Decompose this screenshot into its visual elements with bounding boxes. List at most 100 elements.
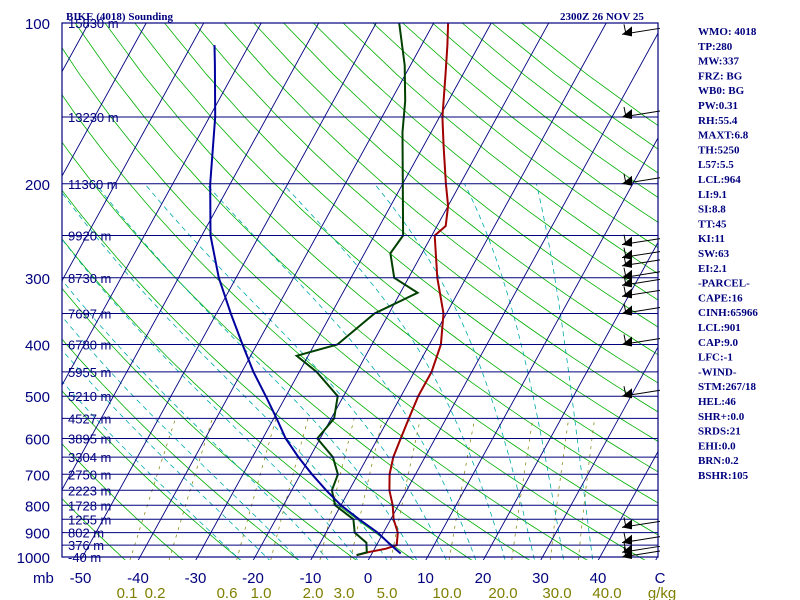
temperature-tick-label: 20 [475, 570, 492, 587]
isotherm [137, 23, 435, 560]
dry-adiabat [62, 390, 242, 560]
pressure-unit-label: mb [33, 570, 54, 587]
wind-barb-feather [623, 255, 627, 266]
index-line: HEL:46 [698, 396, 736, 408]
mixing-ratio-label: 3.0 [334, 585, 355, 600]
mixing-ratio-label: 0.1 [117, 585, 138, 600]
height-label: 1728 m [68, 498, 111, 513]
dry-adiabat [62, 189, 473, 560]
mixing-ratio-label: 0.6 [217, 585, 238, 600]
mixing-ratio-line [577, 418, 595, 560]
index-line: FRZ: BG [698, 70, 743, 82]
pressure-tick-label: 400 [25, 338, 50, 355]
wind-barb-feather [623, 532, 627, 543]
index-line: -WIND- [698, 366, 737, 378]
stability-indices: WMO: 4018 TP:280 MW:337 FRZ: BG WB0: BG PW:0.… [698, 26, 758, 482]
isotherm [195, 23, 492, 560]
wind-barb-flag [622, 175, 632, 186]
height-label: 13230 m [68, 110, 119, 125]
index-line: MW:337 [698, 56, 739, 68]
temperature-tick-label: 10 [417, 570, 434, 587]
height-label: 802 m [68, 526, 104, 541]
pressure-tick-label: 800 [25, 498, 50, 515]
temperature-tick-label: -40 [127, 570, 149, 587]
moist-adiabat [205, 183, 477, 560]
moist-adiabat [62, 380, 241, 560]
plot-frame [61, 22, 659, 558]
wind-barb-flag [622, 109, 632, 120]
temperature-tick-label: -30 [185, 570, 207, 587]
isotherm [597, 450, 658, 560]
temperature-unit-label: C [655, 570, 666, 587]
temperature-tick-label: -50 [70, 570, 92, 587]
index-line: BSHR:105 [698, 470, 749, 482]
mixing-ratio-label: 10.0 [432, 585, 461, 600]
isotherm [540, 346, 658, 560]
height-label: 6780 m [68, 338, 111, 353]
mixing-ratio-label: 5.0 [377, 585, 398, 600]
index-line: CAPE:16 [698, 292, 743, 304]
axis-labels: 15830 m 13230 m 11360 m 9920 m 8730 m 7697 m 6… [17, 16, 677, 600]
wind-barb-flag [622, 305, 632, 316]
dry-adiabat [253, 23, 658, 356]
index-line: EHI:0.0 [698, 440, 736, 452]
moist-adiabat [62, 279, 329, 560]
isotherm [62, 23, 262, 387]
dry-adiabat [342, 23, 658, 275]
pressure-tick-label: 200 [25, 177, 50, 194]
height-label: 2223 m [68, 483, 111, 498]
dry-adiabat [491, 23, 658, 150]
mixing-ratio-line [448, 418, 476, 560]
index-line: -PARCEL- [698, 278, 750, 290]
dry-adiabat [62, 497, 126, 560]
pressure-tick-label: 1000 [17, 550, 50, 567]
height-label: 2750 m [68, 467, 111, 482]
dry-adiabat [62, 443, 184, 560]
wind-barb-flag [622, 257, 632, 268]
moist-adiabat [62, 315, 300, 560]
isotherm [367, 32, 658, 560]
dry-adiabat [62, 141, 530, 560]
index-line: SRDS:21 [698, 426, 741, 438]
moist-adiabat [144, 183, 447, 560]
pressure-tick-label: 900 [25, 526, 50, 543]
wind-barb-feather [623, 173, 627, 184]
pressure-tick-label: 500 [25, 389, 50, 406]
temperature-tick-label: 30 [532, 570, 549, 587]
index-line: LI:9.1 [698, 189, 727, 201]
index-line: TH:5250 [698, 144, 740, 156]
dry-adiabat [283, 23, 658, 328]
wind-barb-flag [622, 277, 632, 288]
height-label: 376 m [68, 538, 104, 553]
index-line: SHR+:0.0 [698, 411, 745, 423]
dry-adiabat [193, 23, 658, 413]
wind-barb-flag [622, 288, 632, 299]
mixing-ratio-line [511, 418, 534, 560]
pressure-tick-label: 300 [25, 271, 50, 288]
isotherm [62, 23, 147, 178]
sounding-series [209, 23, 450, 557]
moist-adiabat [62, 191, 388, 560]
moist-adiabat [536, 183, 594, 560]
mixing-ratio-line [168, 418, 213, 560]
index-line: LFC:-1 [698, 352, 733, 364]
wind-barb-feather [623, 386, 627, 397]
isotherm [252, 23, 550, 560]
temperature-tick-label: -10 [300, 570, 322, 587]
index-line: CAP:9.0 [698, 337, 739, 349]
temperature-line [356, 23, 450, 557]
height-label: 5210 m [68, 389, 111, 404]
index-line: SI:8.8 [698, 204, 726, 216]
height-label: -40 m [68, 550, 101, 565]
mixing-ratio-label: 20.0 [488, 585, 517, 600]
dry-adiabat [62, 287, 357, 560]
height-label: 3895 m [68, 432, 111, 447]
dry-adiabat [74, 23, 658, 536]
wind-barb-feather [623, 517, 627, 528]
wind-barb-feather [623, 546, 627, 558]
mixing-ratio-label: 40.0 [592, 585, 621, 600]
isotherm [425, 136, 658, 560]
wind-barb-feather [623, 267, 627, 278]
wind-barb-feather [623, 542, 627, 553]
